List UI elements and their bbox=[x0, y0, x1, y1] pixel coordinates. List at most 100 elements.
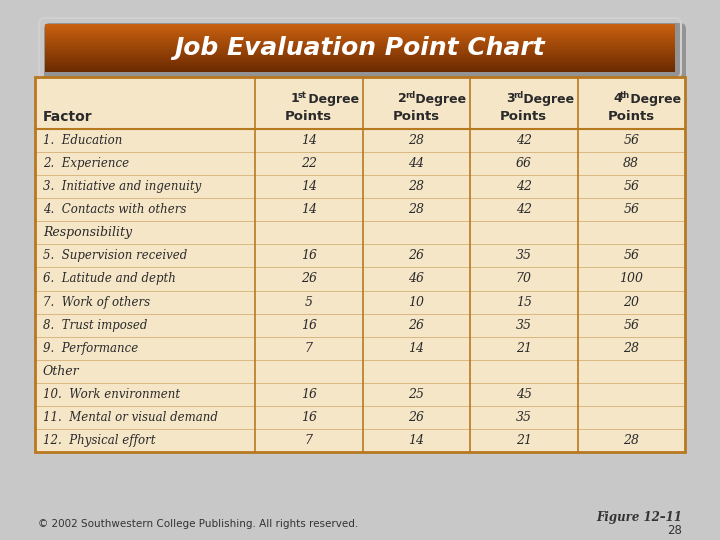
Text: 1.  Education: 1. Education bbox=[43, 134, 122, 147]
Text: 14: 14 bbox=[408, 342, 424, 355]
Text: 5: 5 bbox=[305, 295, 312, 308]
Text: 3: 3 bbox=[505, 92, 514, 105]
Text: 14: 14 bbox=[301, 180, 317, 193]
Bar bbox=[45, 43, 675, 44]
Text: 2: 2 bbox=[398, 92, 407, 105]
Bar bbox=[45, 58, 675, 59]
Text: 16: 16 bbox=[301, 249, 317, 262]
Bar bbox=[45, 44, 675, 45]
Bar bbox=[45, 65, 675, 66]
Text: 9.  Performance: 9. Performance bbox=[43, 342, 138, 355]
Bar bbox=[45, 40, 675, 41]
Text: 21: 21 bbox=[516, 342, 532, 355]
Text: Responsibility: Responsibility bbox=[43, 226, 132, 239]
Text: 20: 20 bbox=[624, 295, 639, 308]
Bar bbox=[45, 46, 675, 47]
Bar bbox=[45, 60, 675, 61]
FancyBboxPatch shape bbox=[44, 23, 686, 83]
Bar bbox=[45, 69, 675, 70]
Text: Points: Points bbox=[285, 111, 333, 124]
Bar bbox=[45, 27, 675, 28]
Bar bbox=[45, 52, 675, 53]
Text: Points: Points bbox=[392, 111, 440, 124]
Text: 66: 66 bbox=[516, 157, 532, 170]
Bar bbox=[45, 42, 675, 43]
Bar bbox=[45, 63, 675, 64]
Text: 56: 56 bbox=[624, 319, 639, 332]
Bar bbox=[45, 62, 675, 63]
Text: 28: 28 bbox=[624, 342, 639, 355]
Bar bbox=[45, 39, 675, 40]
Bar bbox=[45, 30, 675, 31]
Bar bbox=[45, 66, 675, 67]
Bar bbox=[45, 33, 675, 35]
Text: 21: 21 bbox=[516, 434, 532, 447]
Text: rd: rd bbox=[405, 91, 415, 99]
Bar bbox=[45, 56, 675, 57]
Text: Degree: Degree bbox=[626, 92, 681, 105]
Text: 28: 28 bbox=[667, 523, 682, 537]
Text: © 2002 Southwestern College Publishing. All rights reserved.: © 2002 Southwestern College Publishing. … bbox=[38, 519, 359, 529]
Text: Factor: Factor bbox=[43, 110, 93, 124]
Bar bbox=[45, 55, 675, 56]
Text: rd: rd bbox=[513, 91, 523, 99]
Text: 56: 56 bbox=[624, 203, 639, 216]
Bar bbox=[45, 59, 675, 60]
Text: 2.  Experience: 2. Experience bbox=[43, 157, 129, 170]
Text: 100: 100 bbox=[619, 273, 643, 286]
Bar bbox=[45, 71, 675, 72]
Bar bbox=[45, 70, 675, 71]
Text: 6.  Latitude and depth: 6. Latitude and depth bbox=[43, 273, 176, 286]
Bar bbox=[45, 35, 675, 36]
Text: 42: 42 bbox=[516, 180, 532, 193]
Text: 3.  Initiative and ingenuity: 3. Initiative and ingenuity bbox=[43, 180, 202, 193]
Bar bbox=[45, 38, 675, 39]
Bar bbox=[45, 67, 675, 68]
Text: 56: 56 bbox=[624, 180, 639, 193]
Bar bbox=[45, 57, 675, 58]
Text: 1: 1 bbox=[291, 92, 300, 105]
Bar bbox=[45, 48, 675, 49]
Text: 11.  Mental or visual demand: 11. Mental or visual demand bbox=[43, 411, 218, 424]
Text: 28: 28 bbox=[408, 134, 424, 147]
Bar bbox=[45, 28, 675, 29]
Text: 8.  Trust imposed: 8. Trust imposed bbox=[43, 319, 148, 332]
Text: 70: 70 bbox=[516, 273, 532, 286]
Bar bbox=[45, 64, 675, 65]
Bar bbox=[45, 47, 675, 48]
Text: 14: 14 bbox=[408, 434, 424, 447]
Text: 88: 88 bbox=[624, 157, 639, 170]
Text: 4: 4 bbox=[613, 92, 622, 105]
Text: 26: 26 bbox=[301, 273, 317, 286]
Text: 4.  Contacts with others: 4. Contacts with others bbox=[43, 203, 186, 216]
Text: Degree: Degree bbox=[304, 92, 359, 105]
Bar bbox=[45, 49, 675, 50]
Bar bbox=[45, 37, 675, 38]
Text: 45: 45 bbox=[516, 388, 532, 401]
Bar bbox=[35, 77, 685, 452]
Bar bbox=[45, 45, 675, 46]
Bar bbox=[45, 29, 675, 30]
Bar bbox=[45, 51, 675, 52]
Text: st: st bbox=[298, 91, 307, 99]
Bar bbox=[45, 26, 675, 27]
Text: 12.  Physical effort: 12. Physical effort bbox=[43, 434, 156, 447]
Bar bbox=[45, 61, 675, 62]
Text: 26: 26 bbox=[408, 249, 424, 262]
Text: 35: 35 bbox=[516, 319, 532, 332]
Bar bbox=[45, 24, 675, 25]
Text: 10.  Work environment: 10. Work environment bbox=[43, 388, 180, 401]
Text: 7: 7 bbox=[305, 434, 312, 447]
Text: 5.  Supervision received: 5. Supervision received bbox=[43, 249, 187, 262]
Text: Other: Other bbox=[43, 364, 80, 378]
Text: Figure 12–11: Figure 12–11 bbox=[596, 511, 682, 524]
Text: 16: 16 bbox=[301, 319, 317, 332]
Text: 28: 28 bbox=[624, 434, 639, 447]
Text: 14: 14 bbox=[301, 203, 317, 216]
Text: 10: 10 bbox=[408, 295, 424, 308]
Text: Points: Points bbox=[500, 111, 547, 124]
Text: Job Evaluation Point Chart: Job Evaluation Point Chart bbox=[175, 36, 545, 60]
Bar bbox=[45, 53, 675, 55]
Text: Points: Points bbox=[608, 111, 654, 124]
Bar bbox=[45, 32, 675, 33]
